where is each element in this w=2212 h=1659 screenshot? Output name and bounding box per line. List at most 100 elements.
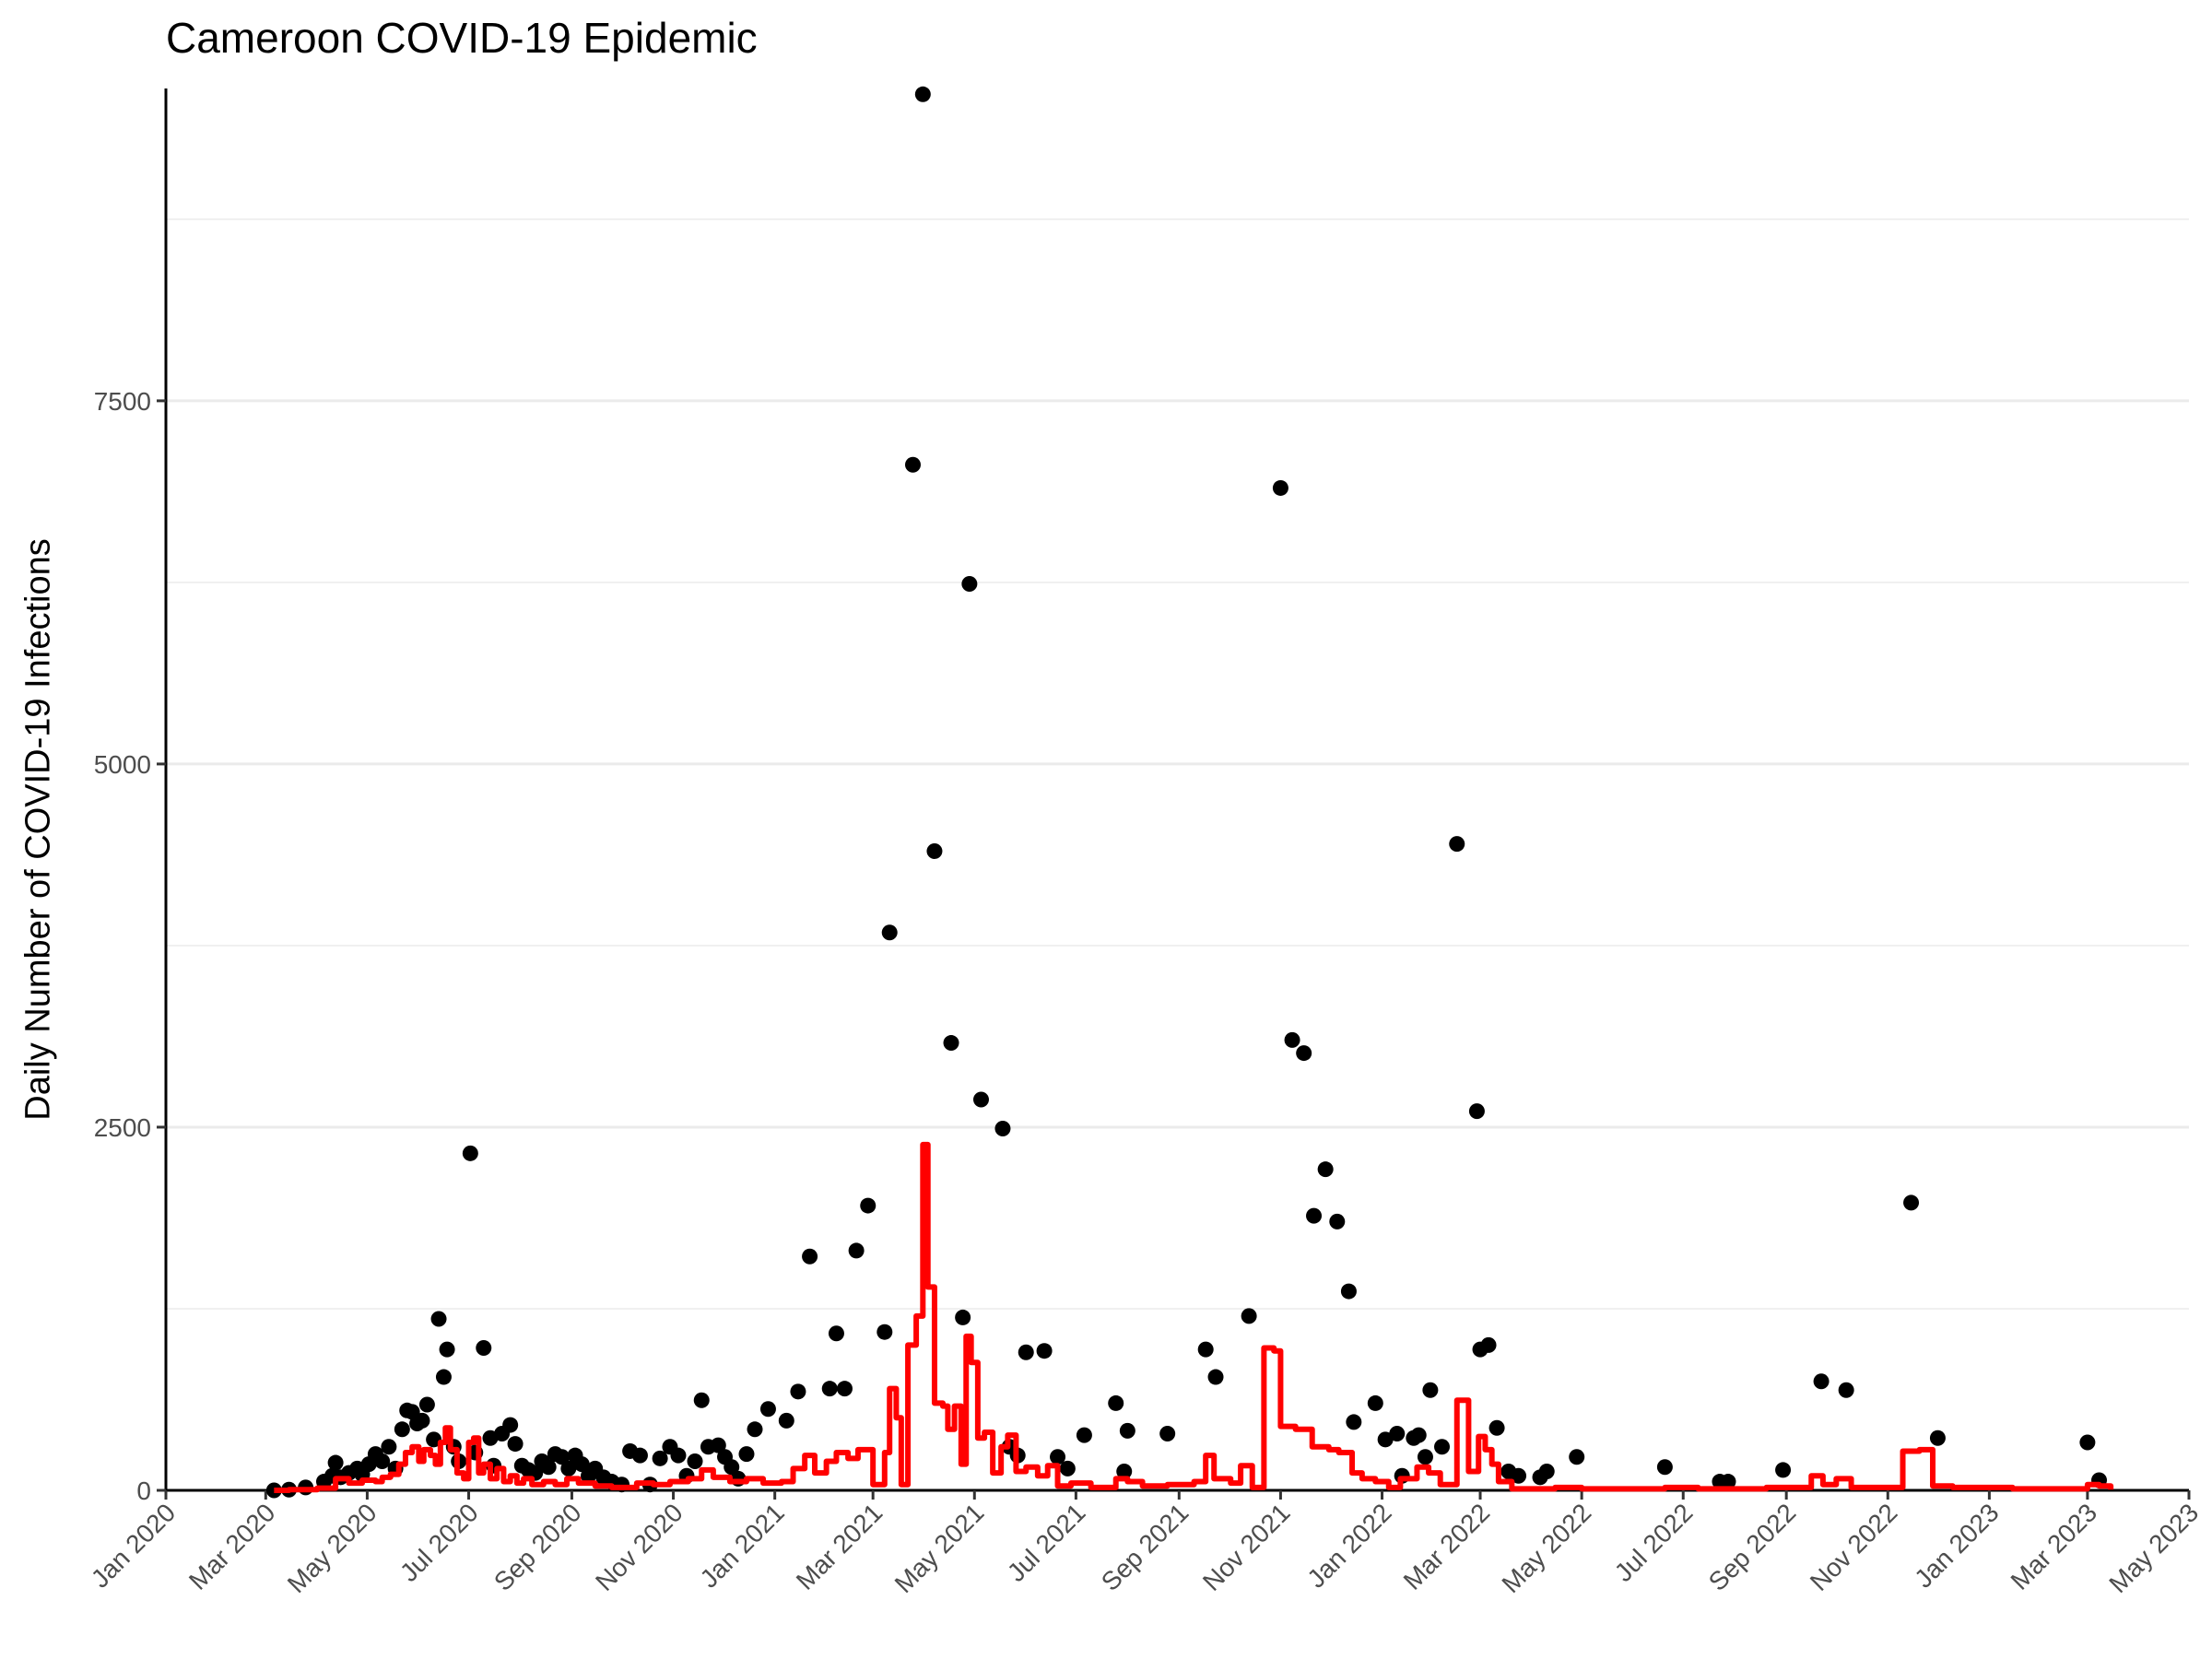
scatter-point [554,1449,571,1465]
scatter-point [418,1396,435,1413]
scatter-point [1340,1283,1357,1300]
series-line [274,1141,2114,1493]
scatter-point [1903,1194,1920,1211]
scatter-point [1838,1382,1854,1398]
x-tick-label: Mar 2022 [1398,1498,1496,1595]
scatter-point [1036,1343,1053,1359]
scatter-point [1272,479,1288,496]
scatter-point [687,1453,703,1469]
scatter-point [540,1459,557,1476]
scatter-point [1207,1369,1224,1385]
scatter-point [1929,1430,1946,1446]
scatter-point [1538,1464,1555,1480]
scatter-point [1468,1103,1485,1120]
scatter-point [904,456,921,473]
scatter-point [1480,1336,1497,1353]
scatter-point [1389,1426,1406,1442]
scatter-point [1434,1439,1451,1455]
x-tick-label: Jan 2023 [1909,1498,2004,1593]
x-tick-label: Mar 2020 [183,1498,281,1595]
scatter-point [1775,1462,1792,1478]
x-tick-label: Jan 2022 [1301,1498,1396,1593]
scatter-point [1317,1161,1334,1178]
x-tick-label: Jan 2021 [695,1498,790,1593]
scatter-point [759,1401,776,1418]
scatter-point [1417,1449,1433,1465]
scatter-point [1488,1419,1505,1436]
scatter-point [1197,1341,1214,1358]
scatter-point [502,1417,519,1433]
x-tick-label: Jan 2020 [86,1498,181,1593]
scatter-point [821,1381,838,1397]
scatter-point [631,1447,648,1464]
scatter-point [573,1456,590,1473]
scatter-point [1119,1422,1135,1439]
scatter-point [394,1421,410,1438]
scatter-point [670,1447,687,1464]
scatter-point [738,1446,755,1463]
scatter-point [693,1392,710,1408]
scatter-point [1569,1449,1585,1465]
scatter-point [1050,1449,1066,1465]
x-tick-label: May 2021 [889,1498,990,1598]
scatter-point [414,1412,430,1429]
x-tick-label: May 2023 [2103,1498,2204,1598]
scatter-point [476,1340,492,1357]
scatter-point [994,1121,1011,1137]
scatter-point [926,842,943,859]
x-tick-label: Jul 2021 [1002,1498,1091,1587]
scatter-point [724,1459,740,1476]
x-tick-label: Sep 2020 [488,1498,587,1596]
scatter-point [1720,1474,1736,1490]
scatter-point [652,1450,668,1466]
x-tick-label: Sep 2021 [1096,1498,1194,1596]
scatter-point [972,1091,989,1108]
chart-title: Cameroon COVID-19 Epidemic [166,14,758,62]
scatter-point [507,1436,524,1453]
scatter-point [560,1460,577,1477]
x-tick-label: Nov 2021 [1197,1498,1296,1596]
x-tick-label: Jul 2020 [394,1498,484,1587]
scatter-point [943,1035,959,1052]
y-tick-label: 5000 [94,750,151,779]
scatter-point [914,86,931,102]
scatter-point [1367,1394,1383,1411]
scatter-point [1284,1031,1300,1048]
scatter-point [1813,1373,1830,1390]
scatter-point [877,1324,893,1340]
x-tick-label: May 2022 [1497,1498,1597,1598]
x-tick-label: Jul 2022 [1609,1498,1699,1587]
scatter-point [1076,1427,1092,1443]
scatter-point [462,1145,478,1161]
scatter-point [710,1437,726,1453]
scatter-point [1296,1045,1312,1062]
x-tick-label: Nov 2020 [590,1498,688,1596]
x-tick-label: Nov 2022 [1805,1498,1903,1596]
scatter-point [1159,1426,1176,1442]
scatter-point [1329,1213,1346,1230]
scatter-point [828,1325,844,1342]
scatter-point [430,1311,447,1327]
x-tick-label: Mar 2021 [791,1498,888,1595]
scatter-point [1018,1344,1034,1360]
scatter-point [381,1439,397,1455]
scatter-point [1449,836,1465,853]
scatter-point [1241,1308,1257,1324]
scatter-point [2079,1434,2096,1451]
scatter-point [860,1197,877,1214]
y-tick-label: 7500 [94,387,151,416]
scatter-point [881,924,898,941]
scatter-point [1306,1207,1323,1224]
scatter-point [1410,1427,1427,1443]
scatter-point [778,1412,794,1429]
x-tick-label: Sep 2022 [1703,1498,1802,1596]
scatter-point [1346,1414,1362,1430]
scatter-point [327,1454,344,1471]
scatter-point [747,1421,763,1438]
scatter-point [1422,1382,1439,1398]
y-tick-label: 2500 [94,1113,151,1142]
scatter-point [961,575,978,592]
x-tick-label: Mar 2023 [2006,1498,2103,1595]
